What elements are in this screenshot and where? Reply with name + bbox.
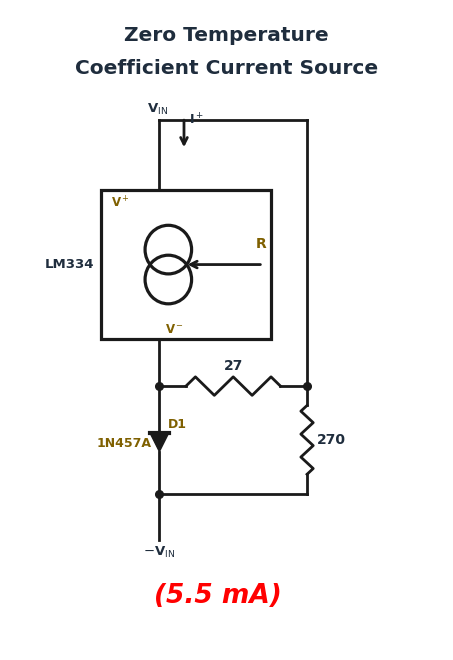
Text: LM334: LM334 (45, 258, 95, 271)
Text: 27: 27 (223, 359, 243, 373)
Text: 270: 270 (317, 433, 346, 447)
Text: V$_{\rm IN}$: V$_{\rm IN}$ (147, 102, 168, 117)
Polygon shape (150, 433, 169, 451)
Text: D1: D1 (168, 418, 187, 430)
Text: $-$V$_{\rm IN}$: $-$V$_{\rm IN}$ (143, 545, 175, 560)
Text: V$^+$: V$^+$ (111, 195, 130, 211)
Text: I$^+$: I$^+$ (189, 112, 204, 127)
Text: Zero Temperature: Zero Temperature (124, 26, 329, 45)
Text: R: R (256, 236, 267, 251)
Text: V$^-$: V$^-$ (165, 323, 183, 335)
Bar (101, 190, 271, 339)
Text: (5.5 mA): (5.5 mA) (154, 583, 281, 609)
Text: Coefficient Current Source: Coefficient Current Source (75, 59, 378, 78)
Text: 1N457A: 1N457A (96, 437, 151, 450)
